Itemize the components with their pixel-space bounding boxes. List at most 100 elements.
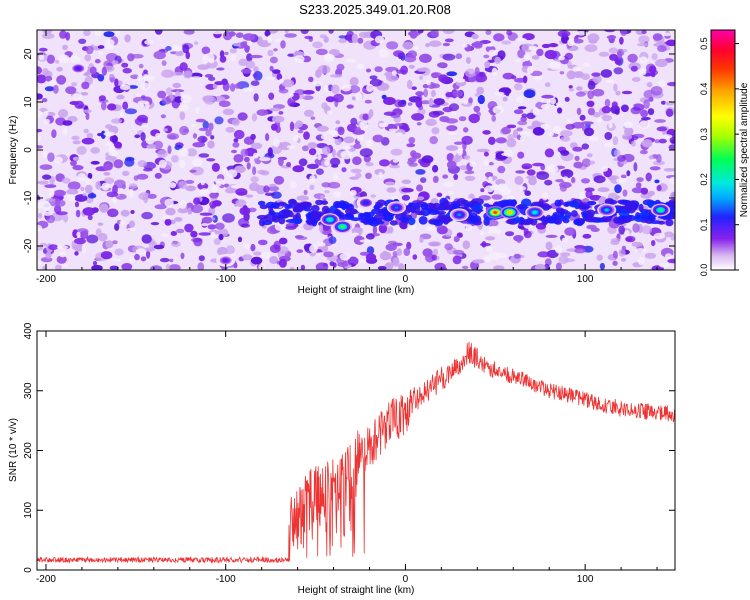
heatmap-noise-gap bbox=[561, 237, 568, 243]
heatmap-noise-blob bbox=[572, 146, 583, 152]
y-tick-label: 0 bbox=[23, 567, 34, 573]
x-tick-label: 0 bbox=[403, 274, 409, 285]
heatmap-noise-gap bbox=[215, 180, 222, 187]
heatmap-noise-gap bbox=[231, 185, 239, 189]
heatmap-noise-blob bbox=[416, 184, 423, 192]
heatmap-noise-blob bbox=[70, 160, 77, 166]
heatmap-hot-spot-ring bbox=[364, 201, 368, 205]
heatmap-noise-blob bbox=[109, 265, 119, 270]
heatmap-band-blob bbox=[268, 210, 276, 216]
heatmap-noise-blob bbox=[317, 64, 331, 74]
heatmap-noise-blob bbox=[286, 162, 292, 167]
heatmap-noise-blob bbox=[366, 68, 371, 73]
heatmap-noise-blob bbox=[586, 100, 595, 108]
heatmap-noise-blob bbox=[581, 178, 590, 184]
heatmap-noise-blob bbox=[174, 217, 183, 222]
heatmap-noise-blob bbox=[76, 146, 87, 155]
heatmap-noise-gap bbox=[395, 132, 404, 137]
heatmap-band-blob bbox=[571, 210, 578, 217]
heatmap-noise-blob bbox=[407, 31, 421, 37]
heatmap-noise-blob bbox=[654, 119, 666, 123]
heatmap-noise-blob bbox=[297, 129, 304, 134]
heatmap-noise-blob bbox=[302, 145, 309, 152]
heatmap-noise-blob bbox=[648, 65, 657, 74]
heatmap-noise-blob bbox=[423, 88, 429, 98]
heatmap-noise-blob bbox=[245, 60, 256, 69]
heatmap-noise-gap bbox=[210, 185, 218, 194]
heatmap-noise-blob bbox=[613, 83, 618, 92]
heatmap-noise-gap bbox=[528, 45, 538, 51]
heatmap-noise-gap bbox=[309, 244, 318, 253]
heatmap-noise-blob bbox=[446, 125, 458, 132]
heatmap-noise-blob bbox=[250, 176, 259, 183]
heatmap-noise-blob bbox=[218, 100, 231, 108]
heatmap-noise-gap bbox=[388, 128, 398, 132]
heatmap-noise-gap bbox=[316, 242, 326, 247]
heatmap-noise-blob bbox=[233, 154, 244, 163]
heatmap-noise-blob bbox=[44, 184, 57, 189]
heatmap-noise-blob bbox=[170, 231, 177, 236]
heatmap-noise-blob bbox=[581, 158, 591, 167]
heatmap-noise-blob bbox=[665, 39, 675, 47]
heatmap-noise-blob bbox=[362, 113, 369, 121]
heatmap-noise-blob bbox=[103, 163, 113, 171]
heatmap-noise-blob bbox=[641, 141, 649, 147]
heatmap-noise-blob bbox=[134, 253, 140, 261]
heatmap-noise-blob bbox=[198, 127, 209, 132]
heatmap-noise-blob bbox=[284, 33, 297, 38]
heatmap-band-blob bbox=[646, 200, 654, 207]
heatmap-noise-blob bbox=[336, 63, 345, 71]
heatmap-noise-blob bbox=[238, 58, 248, 66]
heatmap-noise-gap bbox=[259, 157, 271, 162]
heatmap-noise-blob bbox=[484, 61, 491, 69]
heatmap-hot-spot bbox=[449, 208, 469, 222]
heatmap-noise-gap bbox=[158, 159, 167, 169]
heatmap-noise-blob bbox=[269, 107, 281, 112]
heatmap-noise-blob bbox=[246, 162, 251, 170]
heatmap-noise-blob bbox=[579, 114, 586, 121]
heatmap-noise-gap bbox=[637, 257, 645, 266]
heatmap-noise-blob bbox=[625, 237, 633, 242]
heatmap-noise-gap bbox=[230, 53, 236, 62]
heatmap-noise-blob bbox=[179, 111, 186, 121]
heatmap-noise-gap bbox=[392, 159, 399, 163]
heatmap-noise-blob bbox=[547, 43, 559, 48]
heatmap-band-blob bbox=[665, 219, 674, 227]
heatmap-noise-blob bbox=[576, 86, 583, 91]
heatmap-noise-blob bbox=[482, 130, 491, 135]
heatmap-noise-gap bbox=[634, 248, 647, 253]
colorbar-tick-label: 0.2 bbox=[699, 173, 709, 186]
heatmap-noise-blob bbox=[37, 128, 43, 133]
heatmap-noise-gap bbox=[104, 39, 115, 47]
heatmap-noise-blob bbox=[507, 134, 515, 140]
colorbar: 0.5 0.4 0.3 0.2 0.1 0.0 Normalized spectral a… bbox=[699, 29, 750, 276]
heatmap-band-blob bbox=[420, 203, 429, 210]
heatmap-noise-blob bbox=[522, 75, 528, 84]
heatmap-noise-gap bbox=[554, 244, 563, 254]
heatmap-noise-blob bbox=[663, 168, 675, 172]
heatmap-noise-blob bbox=[154, 30, 163, 35]
heatmap-noise-blob bbox=[276, 73, 283, 81]
heatmap-noise-blob bbox=[464, 170, 475, 175]
heatmap-noise-blob bbox=[429, 136, 439, 145]
heatmap-noise-blob bbox=[655, 58, 668, 68]
heatmap-noise-gap bbox=[70, 55, 81, 64]
heatmap-noise-blob bbox=[626, 170, 631, 177]
heatmap-noise-blob bbox=[169, 258, 174, 263]
heatmap-noise-blob bbox=[234, 165, 246, 174]
heatmap-band-blob bbox=[407, 217, 416, 226]
heatmap-noise-blob bbox=[111, 118, 123, 124]
heatmap-noise-gap bbox=[54, 156, 63, 164]
heatmap-noise-blob bbox=[544, 179, 553, 186]
heatmap-noise-gap bbox=[37, 135, 42, 142]
heatmap-noise-gap bbox=[137, 74, 143, 82]
heatmap-noise-blob bbox=[559, 150, 569, 154]
heatmap-noise-gap bbox=[486, 43, 494, 47]
heatmap-noise-blob bbox=[193, 237, 203, 247]
heatmap-noise-gap bbox=[190, 76, 203, 80]
heatmap-noise-blob bbox=[207, 140, 215, 149]
heatmap-noise-blob bbox=[670, 233, 675, 241]
heatmap-noise-blob bbox=[532, 127, 545, 136]
heatmap-noise-blob bbox=[477, 94, 485, 105]
heatmap-noise-gap bbox=[465, 224, 473, 232]
